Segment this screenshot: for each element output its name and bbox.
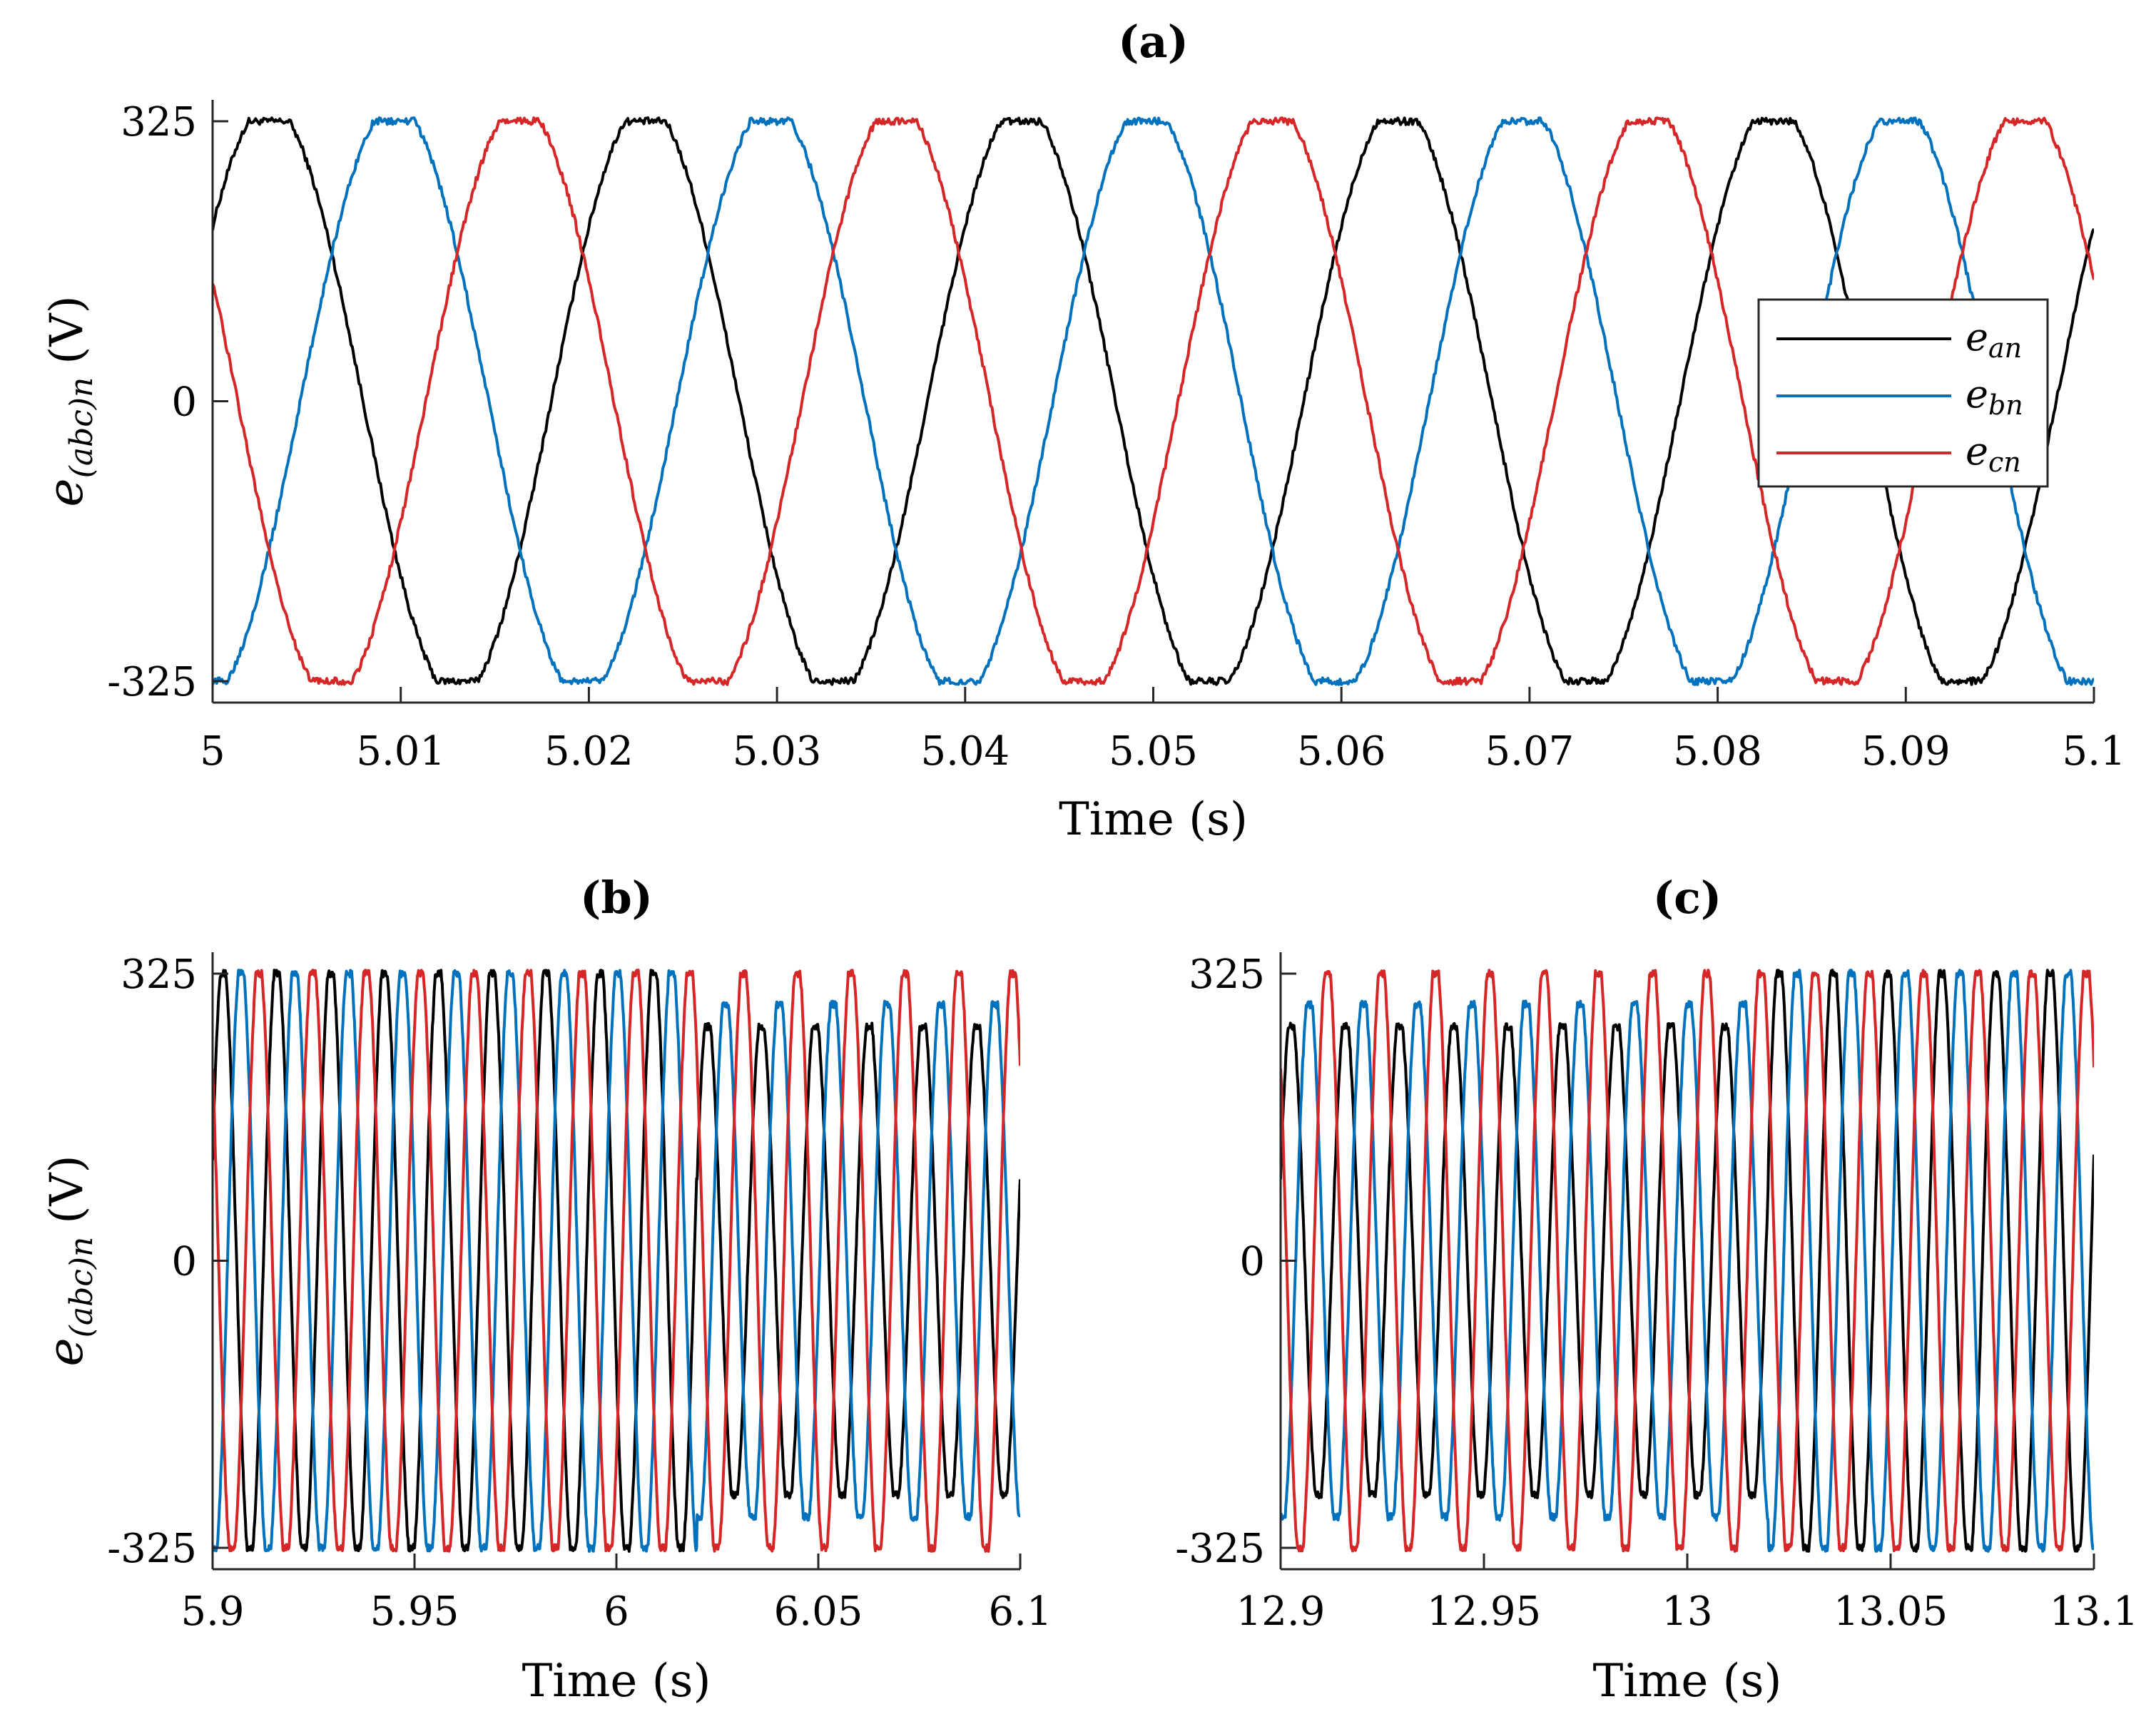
x-tick-label: 5.06 [1297, 728, 1386, 775]
y-tick-label: 325 [121, 952, 197, 998]
legend-box [1757, 298, 2049, 488]
series-line-e-cn [1281, 969, 2094, 1553]
y-tick-label: -325 [107, 1526, 197, 1572]
x-tick-label: 5.07 [1485, 728, 1575, 775]
panel-title: (b) [580, 872, 653, 924]
y-tick-label: 0 [1239, 1239, 1265, 1285]
series-group [1281, 969, 2094, 1553]
legend-label: ean [1966, 315, 2022, 364]
series-line-e-bn [1281, 969, 2094, 1553]
x-tick-label: 5.09 [1861, 728, 1951, 775]
x-tick-label: 6 [604, 1588, 629, 1635]
series-line-e-an [1281, 969, 2094, 1553]
y-tick-label: 325 [121, 99, 197, 146]
series-group [213, 969, 1020, 1553]
x-tick-label: 6.1 [988, 1588, 1052, 1635]
series-line-e-an [213, 969, 1020, 1553]
panel-title: (a) [1118, 16, 1189, 68]
series-line-e-cn [213, 116, 2094, 686]
y-axis-label: e(abc)n(V) [38, 1155, 100, 1366]
x-tick-label: 5.9 [180, 1588, 244, 1635]
y-tick-label: 0 [171, 1239, 197, 1285]
x-tick-label: 5.02 [544, 728, 634, 775]
x-tick-label: 5.08 [1673, 728, 1762, 775]
series-line-e-bn [213, 116, 2094, 686]
panel-b: (b) 5.9 5.95 6 6.05 6.1 325 0 -325 Time (s) e(abc)… [38, 872, 1052, 1708]
x-tick-label: 5.03 [733, 728, 822, 775]
x-tick-label: 5.04 [920, 728, 1010, 775]
x-tick-label: 12.95 [1427, 1588, 1541, 1635]
x-tick-label: 13 [1662, 1588, 1712, 1635]
x-tick-label: 5.1 [2062, 728, 2125, 775]
x-axis-label: Time (s) [1593, 1655, 1782, 1708]
y-tick-label: 325 [1189, 952, 1265, 998]
x-tick-label: 6.05 [774, 1588, 863, 1635]
panel-title: (c) [1653, 872, 1722, 924]
x-tick-label: 13.1 [2050, 1588, 2139, 1635]
series-line-e-an [213, 116, 2094, 686]
series-group [213, 116, 2094, 686]
x-tick-label: 12.9 [1236, 1588, 1326, 1635]
x-axis-label: Time (s) [522, 1655, 711, 1708]
x-tick-label: 5 [200, 728, 225, 775]
x-axis-label: Time (s) [1059, 793, 1248, 846]
panel-c: (c) 12.9 12.95 13 13.05 13.1 325 0 -325 Time (s) [1175, 872, 2138, 1708]
legend-label: ecn [1966, 429, 2021, 478]
x-tick-label: 13.05 [1834, 1588, 1948, 1635]
legend-label: ebn [1966, 372, 2023, 421]
y-tick-label: -325 [1175, 1526, 1265, 1572]
panel-a: (a) 5 5.01 5.02 5.03 5.04 5.05 5.06 5.07 5.08 5.09… [38, 16, 2126, 846]
y-tick-label: 0 [171, 379, 197, 426]
y-tick-label: -325 [107, 659, 197, 705]
y-axis-label: e(abc)n(V) [38, 295, 100, 506]
series-line-e-bn [213, 969, 1020, 1553]
series-line-e-cn [213, 969, 1020, 1553]
x-tick-label: 5.05 [1109, 728, 1198, 775]
x-tick-label: 5.01 [356, 728, 445, 775]
x-tick-label: 5.95 [370, 1588, 459, 1635]
legend: ean ebn ecn [1757, 298, 2049, 488]
